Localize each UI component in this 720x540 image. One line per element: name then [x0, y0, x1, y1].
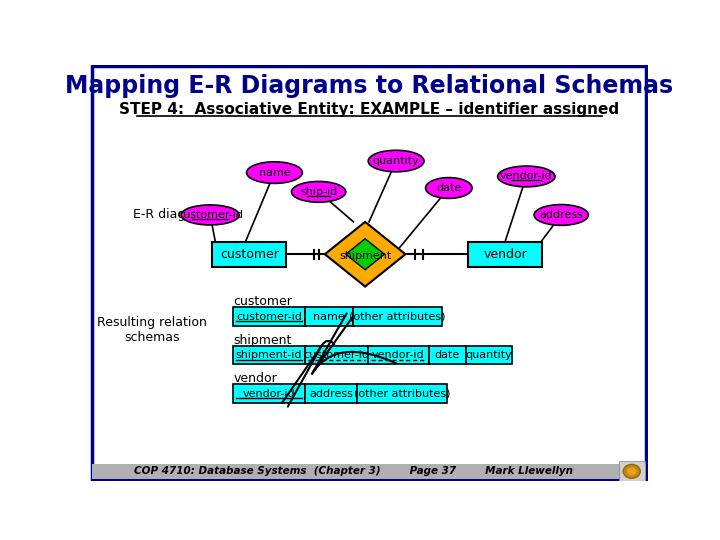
Text: customer: customer: [220, 248, 279, 261]
FancyBboxPatch shape: [212, 242, 286, 267]
Ellipse shape: [627, 468, 636, 475]
FancyBboxPatch shape: [466, 346, 513, 365]
FancyBboxPatch shape: [305, 384, 357, 403]
Text: ship-id: ship-id: [300, 187, 337, 197]
FancyBboxPatch shape: [368, 346, 428, 365]
Text: customer-id: customer-id: [177, 210, 243, 220]
Text: customer: customer: [233, 295, 292, 308]
Text: quantity: quantity: [373, 156, 420, 166]
Ellipse shape: [534, 205, 588, 225]
Text: vendor-id: vendor-id: [500, 172, 553, 181]
Text: Mapping E-R Diagrams to Relational Schemas: Mapping E-R Diagrams to Relational Schem…: [65, 75, 673, 98]
Text: vendor: vendor: [483, 248, 527, 261]
FancyBboxPatch shape: [305, 307, 353, 326]
Ellipse shape: [498, 166, 555, 187]
Text: customer-id: customer-id: [303, 350, 369, 360]
FancyBboxPatch shape: [357, 384, 446, 403]
FancyBboxPatch shape: [428, 346, 466, 365]
FancyBboxPatch shape: [305, 346, 368, 365]
FancyBboxPatch shape: [233, 307, 305, 326]
FancyBboxPatch shape: [619, 461, 645, 481]
Text: address: address: [309, 389, 353, 399]
Text: name: name: [312, 312, 345, 322]
Ellipse shape: [368, 150, 424, 172]
FancyBboxPatch shape: [353, 307, 442, 326]
Polygon shape: [325, 222, 405, 287]
FancyBboxPatch shape: [91, 66, 647, 479]
FancyBboxPatch shape: [91, 464, 647, 479]
Text: vendor-id: vendor-id: [243, 389, 295, 399]
Text: E-R diagram: E-R diagram: [132, 208, 210, 221]
FancyBboxPatch shape: [233, 384, 305, 403]
Text: date: date: [435, 350, 460, 360]
Text: COP 4710: Database Systems  (Chapter 3)        Page 37        Mark Llewellyn: COP 4710: Database Systems (Chapter 3) P…: [134, 467, 573, 476]
Text: shipment: shipment: [233, 334, 292, 347]
FancyBboxPatch shape: [233, 346, 305, 365]
Text: Resulting relation
schemas: Resulting relation schemas: [97, 316, 207, 345]
Text: vendor-id: vendor-id: [372, 350, 425, 360]
Text: (other attributes): (other attributes): [354, 389, 450, 399]
Text: customer-id: customer-id: [236, 312, 302, 322]
Text: shipment: shipment: [339, 251, 391, 261]
Text: name: name: [258, 167, 290, 178]
Ellipse shape: [624, 464, 640, 478]
Text: address: address: [539, 210, 583, 220]
Ellipse shape: [426, 178, 472, 198]
Text: date: date: [436, 183, 462, 193]
Ellipse shape: [292, 181, 346, 202]
Text: quantity: quantity: [466, 350, 513, 360]
Ellipse shape: [181, 205, 239, 225]
FancyBboxPatch shape: [468, 242, 542, 267]
Text: STEP 4:  Associative Entity: EXAMPLE – identifier assigned: STEP 4: Associative Entity: EXAMPLE – id…: [119, 102, 619, 117]
Ellipse shape: [246, 162, 302, 184]
Polygon shape: [346, 239, 384, 270]
Text: shipment-id: shipment-id: [235, 350, 302, 360]
Text: (other attributes): (other attributes): [349, 312, 446, 322]
Text: vendor: vendor: [233, 373, 277, 386]
